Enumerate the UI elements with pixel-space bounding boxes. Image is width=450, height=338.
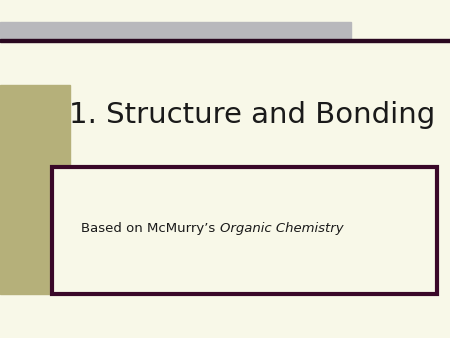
Text: Based on McMurry’s: Based on McMurry’s <box>81 222 220 235</box>
Text: Organic Chemistry: Organic Chemistry <box>220 222 343 235</box>
Bar <box>0 84 70 294</box>
Bar <box>0 39 450 42</box>
Text: 1. Structure and Bonding: 1. Structure and Bonding <box>69 101 435 129</box>
FancyBboxPatch shape <box>52 167 436 294</box>
Bar <box>0 22 351 41</box>
